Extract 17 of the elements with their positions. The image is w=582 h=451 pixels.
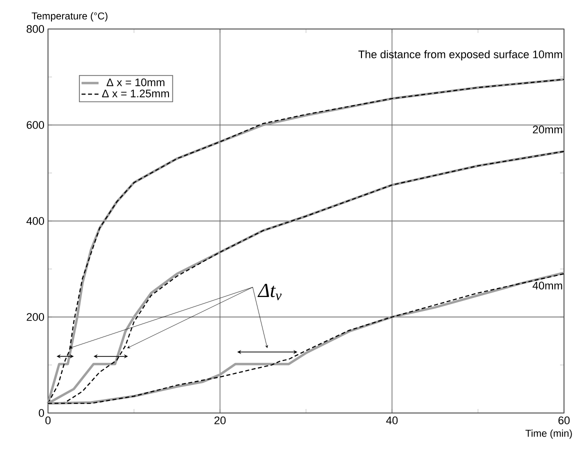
y-tick-label: 400 <box>26 217 44 225</box>
x-tick-label: 40 <box>386 416 398 424</box>
y-tick-label: 200 <box>26 313 44 321</box>
y-tick-label: 600 <box>26 121 44 129</box>
x-tick-label: 20 <box>214 416 226 424</box>
x-axis-title: Time (min) <box>525 430 572 439</box>
x-tick-label: 0 <box>45 416 51 424</box>
legend-label: Δ x = 10mm <box>106 78 164 86</box>
annotation: The distance from exposed surface 10mm <box>358 50 562 60</box>
annotation: 20mm <box>532 126 562 134</box>
annotation: Δt$_{v}$ <box>258 284 282 300</box>
y-tick-label: 800 <box>26 25 44 33</box>
annotation: 40mm <box>532 282 562 290</box>
y-axis-title: Temperature (°C) <box>32 12 108 22</box>
y-tick-label: 0 <box>38 409 44 417</box>
x-tick-label: 60 <box>558 416 570 424</box>
legend-label: Δ x = 1.25mm <box>102 90 169 98</box>
